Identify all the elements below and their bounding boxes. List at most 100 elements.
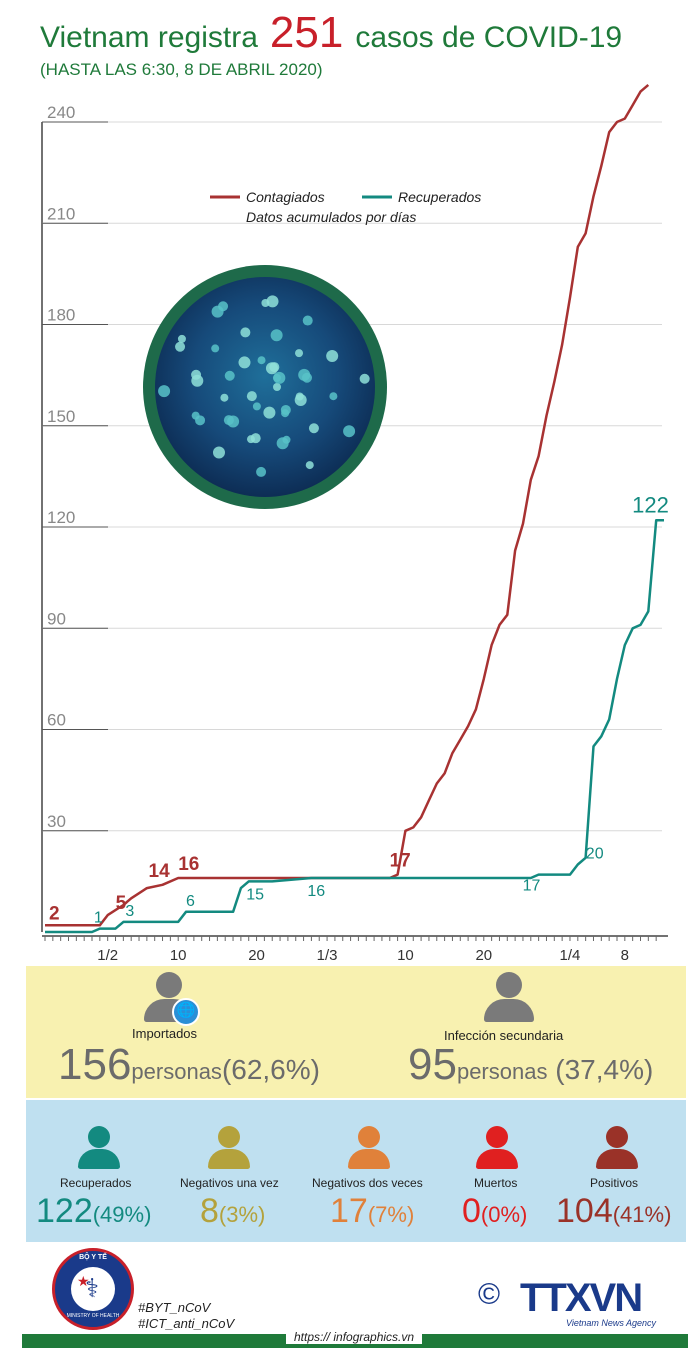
data-label-recovered-1: 1 [94,910,103,927]
virus-spike [191,374,204,387]
y-tick-label-150: 150 [47,407,75,426]
data-label-recovered-20: 20 [586,846,604,863]
virus-spike [261,299,270,308]
recovered-person-icon [76,1126,122,1170]
title-number: 251 [269,8,344,57]
ministry-logo-inner [71,1267,115,1311]
virus-spike [266,295,279,308]
negative-twice-label: Negativos dos veces [312,1176,423,1190]
x-tick-label-2: 20 [248,947,265,960]
legend-label-recovered: Recuperados [398,189,481,205]
virus-spike [177,334,186,343]
virus-spike [298,368,311,381]
data-label-infected-251: 251 [612,80,649,82]
x-tick-label-6: 1/4 [560,947,581,960]
virus-spike [227,415,240,428]
status-panel [26,1100,686,1242]
secondary-person-icon [480,972,540,1024]
data-label-recovered-17: 17 [523,878,541,895]
virus-spike [175,341,186,352]
title-post: casos de COVID-19 [355,21,623,54]
red-star-icon: ★ [77,1273,90,1289]
data-label-recovered-3: 3 [125,903,134,920]
caduceus-icon: ⚕ [85,1273,100,1303]
footer-url: https:// infographics.vn [286,1330,423,1344]
virus-spike [282,435,291,444]
virus-spike [308,423,319,434]
virus-spike [295,349,304,358]
virus-spike [211,305,224,318]
y-tick-label-180: 180 [47,306,75,325]
virus-spike [195,415,206,426]
imported-label: Importados [132,1026,198,1041]
y-tick-label-60: 60 [47,711,66,730]
virus-spike [158,385,171,398]
virus-spike [295,392,304,401]
positive-person-icon [594,1126,640,1170]
virus-spike [302,315,313,326]
y-tick-label-30: 30 [47,812,66,831]
virus-spike [359,373,370,384]
y-tick-label-120: 120 [47,508,75,527]
legend-label-infected: Contagiados [246,189,325,205]
x-tick-label-4: 10 [397,947,414,960]
vna-subtitle: Vietnam News Agency [566,1318,657,1328]
negative-once-person-icon [206,1126,252,1170]
recovered-label: Recuperados [60,1176,132,1190]
virus-spike [272,373,281,382]
y-tick-label-210: 210 [47,204,75,223]
virus-spike [224,370,235,381]
virus-spike [329,392,338,401]
virus-spike [252,402,261,411]
y-tick-label-240: 240 [47,103,75,122]
x-tick-label-0: 1/2 [97,947,118,960]
imported-person-icon: 🌐 [140,972,200,1026]
data-label-infected-5: 5 [116,893,127,914]
virus-spike [343,425,356,438]
virus-spike [246,391,257,402]
deaths-person-icon [474,1126,520,1170]
ministry-logo-text-top: BỘ Y TẾ [79,1254,107,1261]
data-label-recovered-6: 6 [186,893,195,910]
imported-stat: 156personas(62,6%) [58,1040,320,1089]
x-tick-label-3: 1/3 [317,947,338,960]
ttxvn-logo: TTXVN [520,1276,643,1320]
secondary-label: Infección secundaria [444,1028,564,1043]
virus-image [143,265,387,509]
secondary-stat: 95personas (37,4%) [408,1040,654,1089]
data-label-infected-17: 17 [390,851,411,872]
positive-stat: 104(41%) [556,1192,672,1230]
data-label-infected-14: 14 [149,861,171,882]
title-pre: Vietnam registra [40,21,258,54]
x-tick-label-5: 20 [475,947,492,960]
virus-spike [220,393,229,402]
virus-spike [263,406,276,419]
virus-spike [257,356,266,365]
series-line-recovered [45,519,664,934]
virus-spike [280,404,291,415]
globe-icon: 🌐 [172,998,200,1026]
virus-spike [305,461,314,470]
page-title: Vietnam registra 251 casos de COVID-19 [40,8,622,58]
positive-label: Positivos [590,1176,639,1190]
page-subtitle: (HASTA LAS 6:30, 8 DE ABRIL 2020) [40,60,323,79]
negative-twice-stat: 17(7%) [330,1192,415,1230]
y-tick-label-90: 90 [47,609,66,628]
chart-legend: Contagiados Recuperados Datos acumulados p… [210,189,481,225]
ministry-logo-text-bottom: MINISTRY OF HEALTH [66,1313,120,1319]
negative-once-stat: 8(3%) [200,1192,266,1230]
series-line-infected [45,83,650,927]
data-label-infected-2: 2 [49,903,60,924]
negative-twice-person-icon [346,1126,392,1170]
virus-spike [270,329,283,342]
deaths-stat: 0(0%) [462,1192,528,1230]
hashtag-ict: #ICT_anti_nCoV [138,1316,235,1331]
origin-panel [26,966,686,1098]
virus-spike [250,433,261,444]
ministry-logo: ★ ⚕ BỘ Y TẾ MINISTRY OF HEALTH [52,1248,134,1330]
virus-spike [326,349,339,362]
data-label-recovered-122: 122 [632,492,669,517]
x-tick-label-7: 8 [621,947,629,960]
legend-note: Datos acumulados por días [246,209,416,225]
